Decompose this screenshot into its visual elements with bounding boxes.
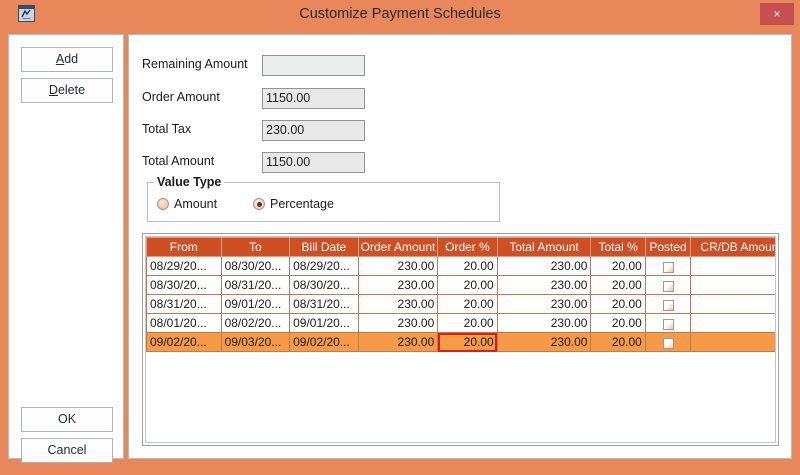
cell-order-amount[interactable]: 230.00 (357, 275, 439, 295)
cell-order-amount[interactable]: 230.00 (357, 294, 439, 314)
cell-posted[interactable] (644, 313, 692, 333)
payment-schedule-grid[interactable]: From To Bill Date Order Amount Order % T… (145, 236, 776, 443)
cell-total-amount[interactable]: 230.00 (496, 313, 592, 333)
cell-to[interactable]: 09/01/20... (220, 294, 291, 314)
posted-checkbox[interactable] (662, 318, 674, 330)
cell-posted[interactable] (644, 256, 692, 276)
column-header-to[interactable]: To (220, 237, 291, 257)
posted-checkbox[interactable] (662, 337, 674, 349)
cell-order-pct[interactable]: 20.00 (437, 294, 498, 314)
cell-crdb-amount[interactable] (690, 332, 775, 352)
cell-total-pct[interactable]: 20.00 (590, 256, 646, 276)
cell-from[interactable]: 08/29/20... (146, 256, 222, 276)
delete-button[interactable]: Delete (21, 78, 113, 103)
value-type-groupbox: Value Type Amount Percentage (147, 175, 500, 222)
column-header-from[interactable]: From (146, 237, 222, 257)
cell-crdb-amount[interactable] (690, 275, 775, 295)
column-header-crdb-amount[interactable]: CR/DB Amount (690, 237, 775, 257)
cell-order-pct[interactable]: 20.00 (437, 256, 498, 276)
close-button[interactable]: × (760, 3, 794, 25)
column-header-total-pct[interactable]: Total % (590, 237, 646, 257)
cell-from[interactable]: 09/02/20... (146, 332, 222, 352)
cell-order-amount[interactable]: 230.00 (357, 332, 439, 352)
payment-schedule-table: From To Bill Date Order Amount Order % T… (146, 237, 775, 352)
add-button-accel: A (55, 52, 65, 66)
add-button-label-rest: dd (64, 52, 79, 66)
delete-button-accel: D (48, 83, 58, 97)
field-order-amount-label: Order Amount (142, 90, 220, 104)
cell-from[interactable]: 08/01/20... (146, 313, 222, 333)
total-amount-input[interactable]: 1150.00 (262, 152, 365, 173)
delete-button-label-rest: elete (57, 83, 86, 97)
cell-to[interactable]: 08/02/20... (220, 313, 291, 333)
cell-order-amount[interactable]: 230.00 (357, 256, 439, 276)
cell-to[interactable]: 09/03/20... (220, 332, 291, 352)
table-row[interactable]: 08/01/20... 08/02/20... 09/01/20... 230.… (146, 313, 775, 333)
cell-bill-date[interactable]: 09/01/20... (289, 313, 359, 333)
radio-amount-label: Amount (174, 197, 218, 211)
table-row[interactable]: 08/29/20... 08/30/20... 08/29/20... 230.… (146, 256, 775, 276)
cell-order-amount[interactable]: 230.00 (357, 313, 439, 333)
left-button-panel: Add Delete OK Cancel (8, 34, 124, 463)
radio-percentage-indicator-icon (253, 198, 265, 210)
cell-bill-date[interactable]: 08/31/20... (289, 294, 359, 314)
app-icon (18, 5, 35, 22)
column-header-order-pct[interactable]: Order % (437, 237, 498, 257)
cell-crdb-amount[interactable] (690, 294, 775, 314)
table-row[interactable]: 08/31/20... 09/01/20... 08/31/20... 230.… (146, 294, 775, 314)
column-header-bill-date[interactable]: Bill Date (289, 237, 359, 257)
table-header-row: From To Bill Date Order Amount Order % T… (146, 237, 775, 257)
add-button[interactable]: Add (21, 47, 113, 72)
cell-total-pct[interactable]: 20.00 (590, 294, 646, 314)
radio-amount-indicator-icon (157, 198, 169, 210)
cell-order-pct[interactable]: 20.00 (437, 313, 498, 333)
remaining-amount-input[interactable] (262, 55, 365, 76)
column-header-posted[interactable]: Posted (644, 237, 692, 257)
total-tax-input[interactable]: 230.00 (262, 120, 365, 141)
cell-bill-date[interactable]: 08/29/20... (289, 256, 359, 276)
cell-total-amount[interactable]: 230.00 (496, 256, 592, 276)
cell-bill-date[interactable]: 09/02/20... (289, 332, 359, 352)
cell-total-amount[interactable]: 230.00 (496, 294, 592, 314)
radio-percentage-label: Percentage (270, 197, 334, 211)
cancel-button[interactable]: Cancel (21, 438, 113, 463)
table-row[interactable]: 08/30/20... 08/31/20... 08/30/20... 230.… (146, 275, 775, 295)
main-content-panel: Remaining Amount Order Amount 1150.00 To… (128, 34, 792, 459)
cell-to[interactable]: 08/31/20... (220, 275, 291, 295)
cell-total-pct[interactable]: 20.00 (590, 313, 646, 333)
order-amount-input[interactable]: 1150.00 (262, 88, 365, 109)
posted-checkbox[interactable] (662, 299, 674, 311)
cell-bill-date[interactable]: 08/30/20... (289, 275, 359, 295)
cell-order-pct[interactable]: 20.00 (437, 275, 498, 295)
cell-total-amount[interactable]: 230.00 (496, 332, 592, 352)
field-total-amount-label: Total Amount (142, 154, 215, 168)
table-row-selected[interactable]: 09/02/20... 09/03/20... 09/02/20... 230.… (146, 332, 775, 352)
cell-crdb-amount[interactable] (690, 313, 775, 333)
cell-total-amount[interactable]: 230.00 (496, 275, 592, 295)
cell-posted[interactable] (644, 275, 692, 295)
ok-button[interactable]: OK (21, 407, 113, 432)
payment-schedule-grid-panel: From To Bill Date Order Amount Order % T… (142, 233, 779, 446)
posted-checkbox[interactable] (662, 261, 674, 273)
cell-from[interactable]: 08/30/20... (146, 275, 222, 295)
cell-posted[interactable] (644, 294, 692, 314)
column-header-order-amount[interactable]: Order Amount (357, 237, 439, 257)
cell-total-pct[interactable]: 20.00 (590, 275, 646, 295)
window-client-area: Add Delete OK Cancel Remaining Amount Or… (8, 28, 792, 466)
cell-posted[interactable] (644, 332, 692, 352)
cell-crdb-amount[interactable] (690, 256, 775, 276)
window-title: Customize Payment Schedules (299, 6, 501, 22)
column-header-total-amount[interactable]: Total Amount (496, 237, 592, 257)
posted-checkbox[interactable] (662, 280, 674, 292)
field-total-tax-label: Total Tax (142, 122, 192, 136)
cell-total-pct[interactable]: 20.00 (590, 332, 646, 352)
cell-to[interactable]: 08/30/20... (220, 256, 291, 276)
value-type-legend: Value Type (154, 175, 225, 189)
title-bar: Customize Payment Schedules × (0, 0, 800, 28)
cell-order-pct-focused[interactable]: 20.00 (437, 332, 498, 352)
field-remaining-amount-label: Remaining Amount (142, 57, 248, 71)
cell-from[interactable]: 08/31/20... (146, 294, 222, 314)
